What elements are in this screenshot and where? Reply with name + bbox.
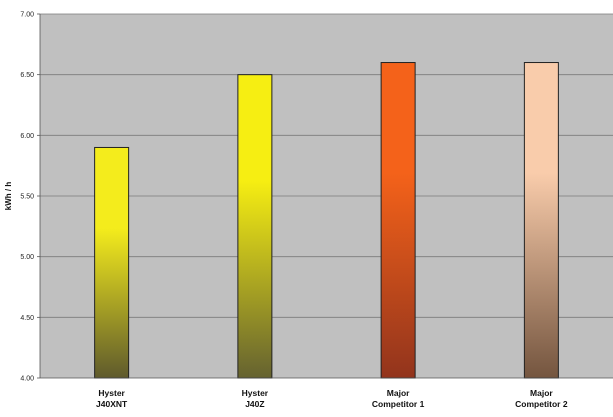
y-axis-title: kWh / h — [4, 182, 13, 211]
y-tick-label: 5.50 — [20, 194, 34, 201]
bars — [94, 62, 559, 379]
x-category-label: Major Competitor 1 — [372, 388, 425, 409]
x-axis-labels: Hyster J40XNT Hyster J40Z Major Competitor 1 M… — [96, 388, 568, 409]
bar — [380, 62, 416, 379]
x-category-label: Hyster J40Z — [242, 388, 269, 409]
y-tick-label: 4.00 — [20, 376, 34, 383]
y-tick-label: 7.00 — [20, 12, 34, 19]
bar — [523, 62, 559, 379]
y-axis-ticks: 4.00 4.50 5.00 5.50 6.00 6.50 7.00 — [20, 12, 40, 383]
x-category-label: Major Competitor 2 — [515, 388, 568, 409]
bar — [94, 146, 130, 379]
y-tick-label: 6.50 — [20, 72, 34, 79]
y-tick-label: 5.00 — [20, 254, 34, 261]
gridlines — [40, 13, 613, 318]
x-category-label: Hyster J40XNT — [96, 388, 128, 409]
bar — [237, 74, 273, 379]
y-tick-label: 6.00 — [20, 133, 34, 140]
y-tick-label: 4.50 — [20, 315, 34, 322]
